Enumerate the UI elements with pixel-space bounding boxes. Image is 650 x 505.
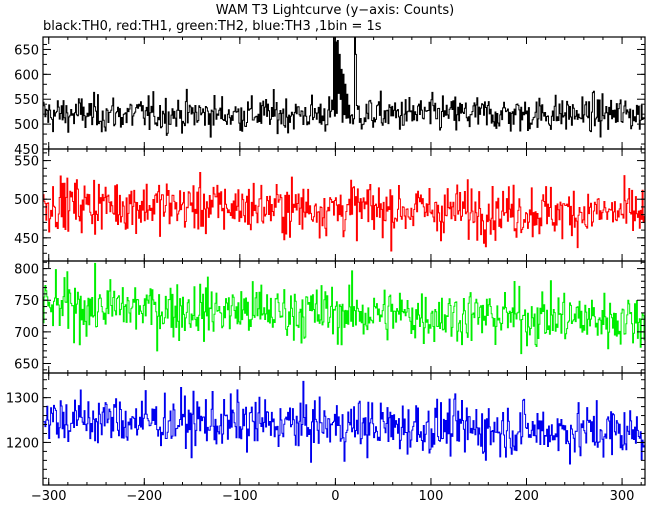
y-tick-label: 450	[14, 232, 39, 247]
y-tick-label: 1200	[6, 436, 39, 451]
chart-subtitle: black:TH0, red:TH1, green:TH2, blue:TH3 …	[43, 19, 382, 34]
panel-th1: 450 500 550	[14, 148, 646, 262]
x-tick-label: 0	[331, 489, 339, 504]
y-tick-label: 650	[14, 358, 39, 373]
x-tick-label: −100	[222, 489, 258, 504]
panel-frame	[42, 372, 646, 486]
panel-th2: 650 700 750 800	[14, 260, 646, 374]
y-tick-label: 800	[14, 263, 39, 278]
panel-th3: 1200 1300	[6, 372, 646, 486]
panel-th0: 450 500 550 600 650	[14, 36, 646, 158]
y-tick-label: 550	[14, 93, 39, 108]
y-tick-label: 1300	[6, 392, 39, 407]
y-tick-label: 500	[14, 118, 39, 133]
x-tick-label: −300	[31, 489, 67, 504]
y-tick-label: 450	[14, 143, 39, 158]
chart-title: WAM T3 Lightcurve (y−axis: Counts)	[216, 3, 454, 18]
series-line-th3	[43, 380, 645, 465]
y-tick-label: 750	[14, 294, 39, 309]
y-tick-label: 550	[14, 155, 39, 170]
x-tick-label: 100	[419, 489, 444, 504]
series-line-th2	[43, 262, 645, 355]
series-line-th0	[43, 37, 645, 138]
y-tick-label: 600	[14, 68, 39, 83]
x-axis: −300 −200 −100 0 100 200 300	[31, 489, 635, 504]
x-tick-label: 300	[610, 489, 635, 504]
y-tick-label: 650	[14, 43, 39, 58]
x-tick-label: 200	[514, 489, 539, 504]
y-tick-label: 700	[14, 326, 39, 341]
panels: 450 500 550 600 650 450 500 550 650 700 750 800 1200…	[6, 36, 646, 486]
series-line-th1	[43, 172, 645, 252]
y-tick-label: 500	[14, 193, 39, 208]
x-tick-label: −200	[126, 489, 162, 504]
